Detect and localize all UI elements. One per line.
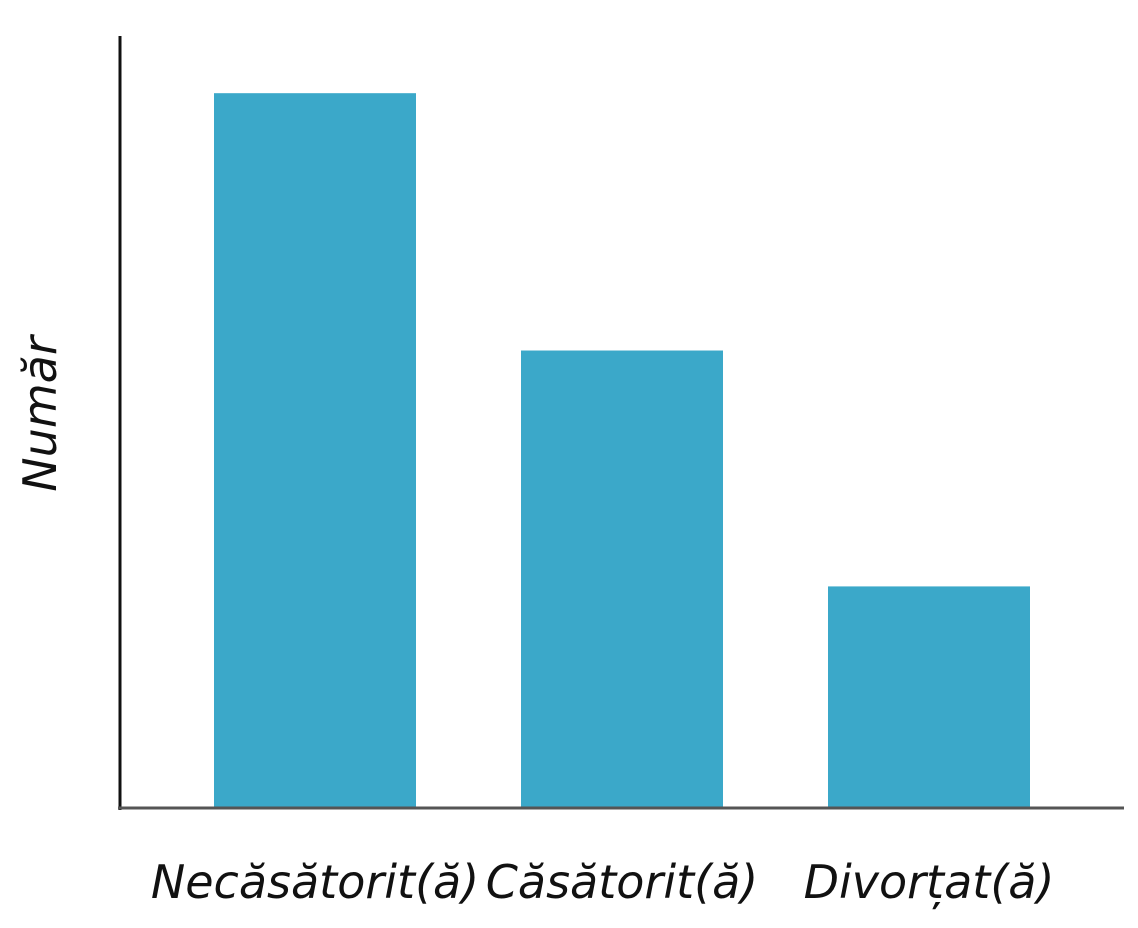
- x-tick-labels: Necăsătorit(ă) Căsătorit(ă) Divorțat(ă): [151, 855, 1055, 909]
- x-tick-label-divortat: Divorțat(ă): [804, 855, 1055, 909]
- x-tick-label-necasatorit: Necăsătorit(ă): [151, 855, 479, 909]
- bars-group: [214, 93, 1030, 809]
- bar-divortat: [828, 586, 1030, 808]
- x-tick-label-casatorit: Căsătorit(ă): [486, 855, 758, 909]
- bar-necasatorit: [214, 93, 416, 809]
- y-axis-title: Număr: [13, 333, 67, 492]
- bar-casatorit: [521, 350, 723, 808]
